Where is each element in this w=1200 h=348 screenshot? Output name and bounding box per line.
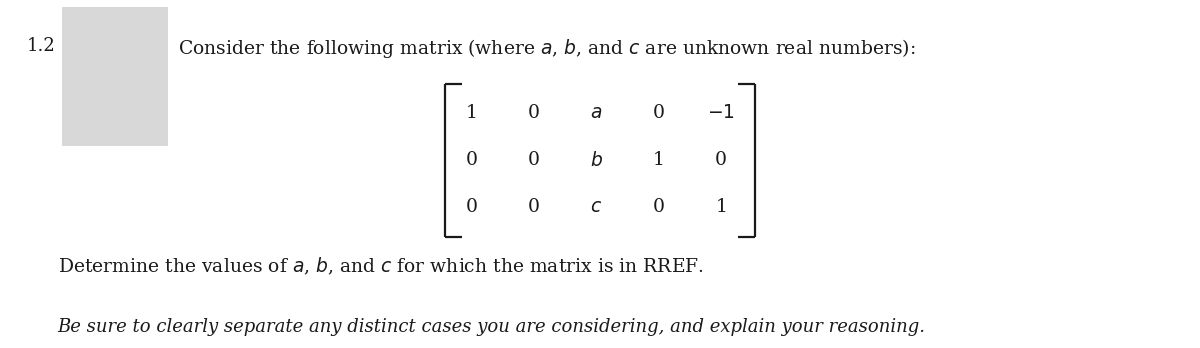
Text: Be sure to clearly separate any distinct cases you are considering, and explain : Be sure to clearly separate any distinct… xyxy=(58,318,925,337)
Text: 0: 0 xyxy=(653,104,665,122)
Text: 1: 1 xyxy=(715,198,727,216)
Text: $a$: $a$ xyxy=(590,104,602,122)
Bar xyxy=(62,7,168,146)
Text: 0: 0 xyxy=(653,198,665,216)
Text: $-1$: $-1$ xyxy=(707,104,736,122)
Text: 0: 0 xyxy=(528,198,540,216)
Text: 1: 1 xyxy=(653,151,665,169)
Text: 1: 1 xyxy=(466,104,478,122)
Text: Consider the following matrix (where $a$, $b$, and $c$ are unknown real numbers): Consider the following matrix (where $a$… xyxy=(178,37,916,60)
Text: 0: 0 xyxy=(528,151,540,169)
Text: $b$: $b$ xyxy=(590,151,602,169)
Text: 1.2: 1.2 xyxy=(26,37,55,55)
Text: $c$: $c$ xyxy=(590,198,602,216)
Text: 0: 0 xyxy=(715,151,727,169)
Text: 0: 0 xyxy=(528,104,540,122)
Text: Determine the values of $a$, $b$, and $c$ for which the matrix is in RREF.: Determine the values of $a$, $b$, and $c… xyxy=(58,256,703,277)
Text: 0: 0 xyxy=(466,198,478,216)
Text: 0: 0 xyxy=(466,151,478,169)
